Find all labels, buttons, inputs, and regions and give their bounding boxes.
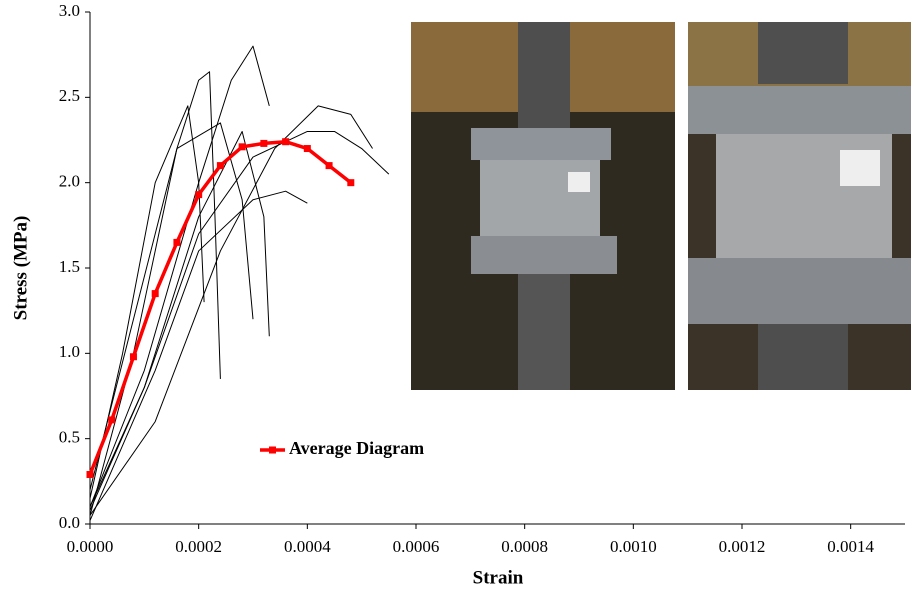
specimen-line bbox=[90, 106, 204, 499]
marker bbox=[152, 290, 159, 297]
photo-left bbox=[411, 22, 675, 390]
marker bbox=[130, 353, 137, 360]
marker bbox=[87, 471, 94, 478]
y-axis-title: Stress (MPa) bbox=[10, 216, 31, 321]
specimen-line bbox=[90, 123, 253, 490]
photo-right bbox=[688, 22, 911, 390]
marker bbox=[239, 143, 246, 150]
marker bbox=[108, 416, 115, 423]
marker bbox=[195, 191, 202, 198]
marker bbox=[304, 145, 311, 152]
y-tick-label: 2.0 bbox=[59, 172, 80, 191]
marker bbox=[282, 138, 289, 145]
x-tick-label: 0.0006 bbox=[393, 537, 440, 556]
x-tick-label: 0.0000 bbox=[67, 537, 114, 556]
x-tick-label: 0.0008 bbox=[501, 537, 548, 556]
average-line bbox=[90, 142, 351, 475]
x-tick-label: 0.0002 bbox=[175, 537, 222, 556]
y-tick-label: 1.5 bbox=[59, 257, 80, 276]
x-tick-label: 0.0010 bbox=[610, 537, 657, 556]
chart: Strain Stress (MPa) 0.0 0.5 1.0 1.5 2.0 2.5 3.… bbox=[0, 0, 911, 596]
page: Strain Stress (MPa) 0.0 0.5 1.0 1.5 2.0 2.5 3.… bbox=[0, 0, 911, 596]
x-tick-label: 0.0004 bbox=[284, 537, 331, 556]
marker bbox=[173, 239, 180, 246]
y-tick-label: 3.0 bbox=[59, 1, 80, 20]
y-tick-label: 1.0 bbox=[59, 342, 80, 361]
legend-label: Average Diagram bbox=[289, 438, 424, 458]
x-tick-label: 0.0012 bbox=[719, 537, 766, 556]
marker bbox=[260, 140, 267, 147]
x-axis-title: Strain bbox=[473, 567, 524, 588]
marker bbox=[217, 162, 224, 169]
y-tick-label: 0.5 bbox=[59, 428, 80, 447]
marker bbox=[347, 179, 354, 186]
y-tick-label: 0.0 bbox=[59, 513, 80, 532]
specimen-line bbox=[90, 131, 269, 510]
specimen-line bbox=[90, 191, 307, 520]
y-tick-label: 2.5 bbox=[59, 86, 80, 105]
x-tick-label: 0.0014 bbox=[827, 537, 874, 556]
marker bbox=[326, 162, 333, 169]
legend-marker bbox=[269, 447, 276, 454]
